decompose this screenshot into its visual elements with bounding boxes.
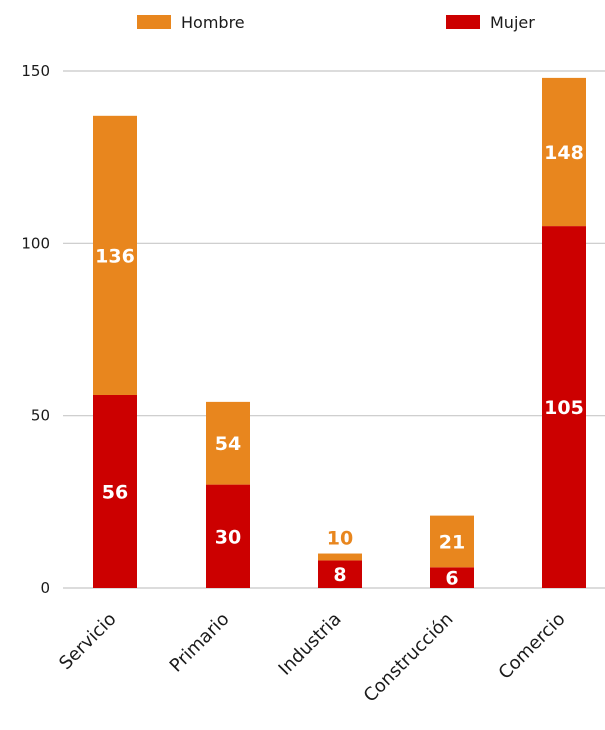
bar-mujer-2 <box>318 560 362 588</box>
data-label-hombre-1: 54 <box>215 433 241 455</box>
bar-mujer-1 <box>206 484 250 588</box>
legend-label-mujer: Mujer <box>490 13 535 32</box>
bar-mujer-4 <box>542 226 586 588</box>
y-tick-label-150: 150 <box>21 62 50 80</box>
bar-hombre-2 <box>318 553 362 561</box>
bar-hombre-0 <box>93 115 137 395</box>
data-label-mujer-3: 6 <box>445 568 458 590</box>
data-label-hombre-2: 10 <box>327 528 353 550</box>
data-label-mujer-2: 8 <box>333 564 346 586</box>
data-label-mujer-4: 105 <box>544 397 584 419</box>
x-tick-label-2: Industria <box>275 609 346 680</box>
bar-hombre-4 <box>542 77 586 227</box>
bar-hombre-1 <box>206 401 250 485</box>
y-tick-label-100: 100 <box>21 234 50 252</box>
data-label-hombre-3: 21 <box>439 531 465 553</box>
x-tick-label-1: Primario <box>166 609 234 677</box>
data-label-mujer-1: 30 <box>215 526 241 548</box>
legend-label-hombre: Hombre <box>181 13 245 32</box>
legend-swatch-hombre <box>137 15 171 29</box>
x-tick-label-4: Comercio <box>495 609 570 684</box>
bar-mujer-3 <box>430 567 474 588</box>
x-tick-label-0: Servicio <box>55 609 120 674</box>
legend-swatch-mujer <box>446 15 480 29</box>
data-label-hombre-0: 136 <box>95 245 135 267</box>
x-tick-label-3: Construcción <box>360 609 458 707</box>
data-label-hombre-4: 148 <box>544 142 584 164</box>
y-tick-label-0: 0 <box>40 579 50 597</box>
data-label-mujer-0: 56 <box>102 481 128 503</box>
bar-hombre-3 <box>430 515 474 568</box>
y-tick-label-50: 50 <box>31 407 50 425</box>
bar-mujer-0 <box>93 394 137 588</box>
